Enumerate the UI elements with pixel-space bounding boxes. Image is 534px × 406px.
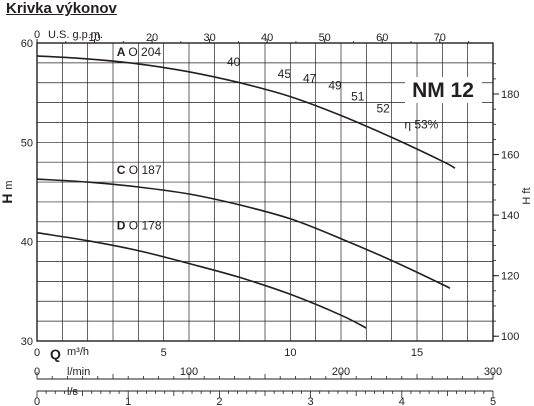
y-axis-label: H m: [0, 180, 15, 203]
y-right-tick-label: 160: [501, 150, 519, 162]
y-right-tick-label: 140: [501, 210, 519, 222]
ls-tick-label: 2: [216, 396, 222, 406]
efficiency-label: 40: [227, 55, 241, 69]
model-badge-bg: [405, 77, 482, 103]
efficiency-label: 45: [278, 67, 292, 81]
x-top-tick-label: 70: [434, 32, 446, 44]
y-right-axis-label: H ft: [521, 187, 533, 204]
x-tick-label: 0: [34, 347, 40, 359]
x-top-tick-label: 30: [203, 32, 215, 44]
x-top-tick-label: 60: [376, 32, 388, 44]
x-axis-m3h-label: m³/h: [67, 346, 89, 358]
curve-A: [36, 55, 456, 169]
ls-tick-label: 1: [125, 396, 131, 406]
page-title: Krivka výkonov: [6, 0, 117, 17]
y-right-tick-label: 120: [501, 271, 519, 283]
y-tick-label: 40: [21, 237, 33, 249]
x-top-tick-label: 50: [319, 32, 331, 44]
x-top-tick-label: 20: [146, 32, 158, 44]
y-tick-label: 50: [21, 137, 33, 149]
y-right-tick-label: 100: [501, 331, 519, 343]
x-tick-label: 15: [411, 347, 423, 359]
ls-tick-label: 3: [308, 396, 314, 406]
efficiency-label: 51: [351, 90, 365, 104]
plot-frame: [36, 42, 494, 342]
chart-curves: [36, 55, 456, 329]
efficiency-label: 49: [328, 79, 342, 93]
x-tick-label: 10: [284, 347, 296, 359]
ls-tick-label: 5: [490, 396, 496, 406]
curve-label-D: D O 178: [117, 219, 162, 233]
lmin-scale-label: l/min: [67, 366, 90, 378]
x-top-tick-label: 0: [34, 29, 40, 41]
lmin-tick-label: 300: [484, 366, 502, 378]
chart-labels: A O 204 C O 187 D O 178 40 45 47 49 51 52 η 53% NM…: [117, 45, 482, 233]
x-tick-label: 5: [161, 347, 167, 359]
lmin-tick-label: 0: [34, 366, 40, 378]
ls-scale-label: l/s: [67, 386, 79, 398]
curve-C: [36, 178, 451, 290]
efficiency-label: 52: [376, 102, 390, 116]
x-top-tick-label: 40: [261, 32, 273, 44]
lmin-tick-label: 200: [332, 366, 350, 378]
efficiency-label: 47: [303, 72, 317, 86]
x-axis-q-label: Q: [50, 346, 61, 362]
y-right-tick-label: 180: [501, 89, 519, 101]
efficiency-label: η 53%: [404, 117, 438, 131]
curve-label-A: A O 204: [117, 45, 162, 59]
model-label: NM 12: [412, 79, 474, 102]
chart-frame: [36, 42, 494, 342]
y-tick-label: 60: [21, 38, 33, 50]
curve-D: [36, 231, 367, 329]
lmin-tick-label: 100: [180, 366, 198, 378]
x-top-tick-label: 10: [88, 32, 100, 44]
y-tick-label: 30: [21, 336, 33, 348]
ls-tick-label: 0: [34, 396, 40, 406]
x-top-axis-label: U.S. g.p.m.: [48, 29, 103, 41]
ls-tick-label: 4: [399, 396, 405, 406]
curve-label-C: C O 187: [117, 163, 162, 177]
